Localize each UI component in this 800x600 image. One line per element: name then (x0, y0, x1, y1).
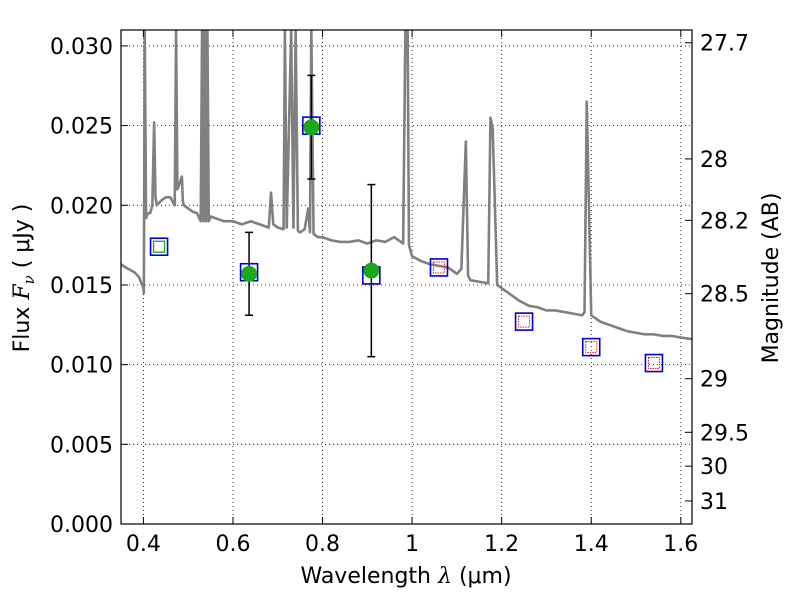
model-square-blue (581, 337, 601, 357)
y-axis-label: Flux Fν ( μJy ) (10, 204, 38, 353)
model-square-blue (644, 353, 664, 373)
y2-tick-label: 31 (700, 490, 728, 515)
plot-frame (120, 29, 693, 525)
x-tick-label: 1.2 (484, 532, 519, 557)
y-tick-label: 0.030 (50, 35, 113, 60)
spectrum-line (121, 30, 692, 341)
y2-axis-label: Magnitude (AB) (759, 193, 784, 364)
x-tick-label: 0.8 (305, 532, 340, 557)
y-tick-label: 0.015 (50, 274, 113, 299)
x-tick-label: 1 (405, 532, 419, 557)
y-tick-label: 0.010 (50, 354, 113, 379)
y-tick-label: 0.005 (50, 433, 113, 458)
y-tick-label: 0.020 (50, 194, 113, 219)
inner-square-red (432, 261, 445, 274)
y2-tick-label: 28.2 (700, 209, 749, 234)
tick-labels: 0.4 0.6 0.8 1 1.2 1.4 1.6 0.000 0.005 0.010 0.015 0… (50, 32, 749, 557)
y2-tick-label: 28.5 (700, 283, 749, 308)
y2-tick-label: 29.5 (700, 421, 749, 446)
x-tick-label: 0.4 (126, 532, 161, 557)
spectrum-layer (121, 30, 692, 341)
x-tick-label: 0.6 (215, 532, 250, 557)
inner-square-red (585, 341, 598, 354)
model-square-blue (149, 237, 169, 257)
model-square-blue (514, 312, 534, 331)
y2-tick-label: 27.7 (700, 32, 749, 57)
inner-square-red (647, 357, 660, 370)
model-square-blue (429, 258, 449, 277)
photometry-point (363, 262, 380, 279)
y-tick-label: 0.000 (50, 513, 113, 538)
x-axis-label: Wavelength λ (μm) (300, 564, 511, 589)
inner-square-green (152, 240, 166, 253)
marker-layer (149, 74, 664, 373)
photometry-point (303, 119, 320, 136)
y-tick-label: 0.025 (50, 115, 113, 140)
tick-marks (121, 30, 692, 525)
photometry-point (241, 265, 258, 282)
y2-tick-label: 28 (700, 148, 728, 173)
y2-tick-label: 29 (700, 368, 728, 393)
inner-square-red (518, 315, 531, 328)
y2-tick-label: 30 (700, 455, 728, 480)
x-tick-label: 1.6 (663, 532, 698, 557)
x-tick-label: 1.4 (574, 532, 609, 557)
